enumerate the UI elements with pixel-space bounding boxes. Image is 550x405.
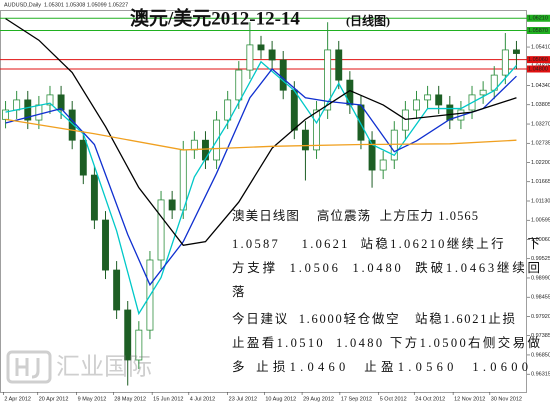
- level-tag: [527, 14, 550, 22]
- y-tick-label: 1.02735: [531, 141, 550, 147]
- candle-body: [179, 149, 187, 211]
- watermark: 汇业国际: [6, 350, 152, 384]
- watermark-logo: [6, 350, 52, 384]
- x-tick-label: 5 Oct 2012: [380, 396, 407, 402]
- y-tick-label: 1.03805: [531, 102, 550, 108]
- comment-line: 落: [232, 285, 245, 299]
- level-tag: [527, 27, 550, 35]
- x-tick-label: 20 Apr 2012: [39, 396, 69, 402]
- comment-line: 澳美日线图 高位震荡 上方压力 1.0565: [232, 208, 478, 223]
- moving-average: [5, 118, 517, 151]
- candle-body: [313, 109, 320, 151]
- candle-body: [57, 94, 65, 111]
- candle-body: [68, 109, 76, 141]
- candle-body: [246, 44, 254, 71]
- candle-body: [501, 49, 509, 76]
- level-label: 1.05870: [528, 28, 548, 34]
- candle-body: [512, 49, 520, 54]
- candle-body: [113, 269, 121, 311]
- level-label: 1.06210: [528, 16, 548, 22]
- x-tick-label: 10 Aug 2012: [265, 396, 296, 402]
- y-tick-label: 0.98455: [531, 295, 550, 301]
- x-tick-label: 30 Nov 2012: [491, 396, 522, 402]
- x-tick-label: 4 Jul 2012: [190, 396, 215, 402]
- header: AUDUSD,Daily 1.05301 1.05308 1.05099 1.0…: [4, 2, 128, 8]
- candle-body: [290, 89, 298, 131]
- candle-body: [446, 104, 454, 121]
- y-tick-label: 0.96315: [531, 372, 550, 378]
- candle-body: [135, 329, 143, 361]
- y-tick-label: 1.01665: [531, 179, 550, 185]
- x-tick-label: 2 Apr 2012: [4, 396, 31, 402]
- candle-body: [279, 59, 287, 91]
- x-tick-label: 29 Aug 2012: [303, 396, 334, 402]
- watermark-logo-mark: [15, 358, 40, 379]
- candle-body: [324, 49, 332, 111]
- y-tick-label: 0.97920: [531, 314, 550, 320]
- candle-body: [168, 199, 176, 211]
- moving-average: [5, 60, 517, 316]
- candle-body: [301, 129, 309, 151]
- x-tick-label: 17 Sep 2012: [341, 396, 372, 402]
- candle-body: [202, 139, 209, 161]
- candle-body: [390, 129, 398, 161]
- candle-body: [90, 174, 98, 221]
- plot-frame: [0, 10, 527, 393]
- moving-average: [5, 68, 517, 287]
- candle-body: [379, 159, 387, 171]
- candle-body: [190, 139, 198, 151]
- level-tag: [527, 65, 550, 73]
- x-tick-label: 12 Nov 2012: [454, 396, 485, 402]
- comment-line: 方支撑 1.0506 1.0480 跌破1.0463继续回: [232, 260, 540, 275]
- y-tick-label: 1.02200: [531, 160, 550, 166]
- candle-body: [124, 309, 132, 361]
- candle-body: [413, 99, 420, 111]
- y-tick-label: 1.00595: [531, 218, 550, 224]
- candle-body: [435, 94, 443, 106]
- x-tick-label: 24 Oct 2012: [415, 396, 445, 402]
- candle-body: [424, 94, 432, 101]
- candle-body: [368, 139, 376, 171]
- y-tick-label: 1.04340: [531, 83, 550, 89]
- y-tick-label: 1.05410: [531, 45, 550, 51]
- x-tick-label: 23 Jul 2012: [229, 396, 257, 402]
- candle-body: [46, 94, 54, 106]
- candle-body: [13, 99, 21, 111]
- level-tag: [527, 56, 550, 64]
- candle-body: [257, 44, 265, 51]
- candle-body: [268, 49, 276, 61]
- candle-body: [35, 104, 43, 121]
- y-tick-label: 0.96850: [531, 352, 550, 358]
- x-tick-label: 9 May 2012: [78, 396, 107, 402]
- candle-body: [335, 49, 343, 81]
- moving-average: [5, 18, 517, 246]
- level-label: 1.04800: [528, 66, 548, 72]
- level-label: 1.05060: [528, 57, 548, 63]
- chart-subtitle: (日线图): [346, 13, 390, 28]
- comment-line: 止盈看1.0510 1.0480 下方1.0500右侧交易做: [232, 335, 540, 350]
- y-tick-label: 0.97385: [531, 333, 550, 339]
- candle-body: [357, 104, 365, 141]
- y-tick-label: 0.99525: [531, 256, 550, 262]
- y-tick-label: 0.98990: [531, 275, 550, 281]
- x-tick-label: 28 May 2012: [114, 396, 146, 402]
- candle-body: [401, 109, 409, 131]
- candle-body: [479, 89, 487, 96]
- candle-body: [102, 219, 109, 271]
- y-tick-label: 1.03270: [531, 121, 550, 127]
- y-tick-label: 1.01130: [531, 198, 550, 204]
- candle-body: [157, 199, 165, 261]
- candle-body: [79, 139, 87, 176]
- candle-body: [235, 69, 243, 101]
- candle-body: [224, 99, 232, 121]
- x-tick-label: 15 Jun 2012: [153, 396, 183, 402]
- candle-body: [24, 99, 32, 121]
- comment-line: 今日建议 1.6000轻仓做空 站稳1.6021止损: [232, 311, 515, 326]
- y-tick-label: 1.00060: [531, 237, 550, 243]
- chart-title: 澳元/美元2012-12-14: [130, 6, 300, 29]
- watermark-text: 汇业国际: [56, 353, 152, 380]
